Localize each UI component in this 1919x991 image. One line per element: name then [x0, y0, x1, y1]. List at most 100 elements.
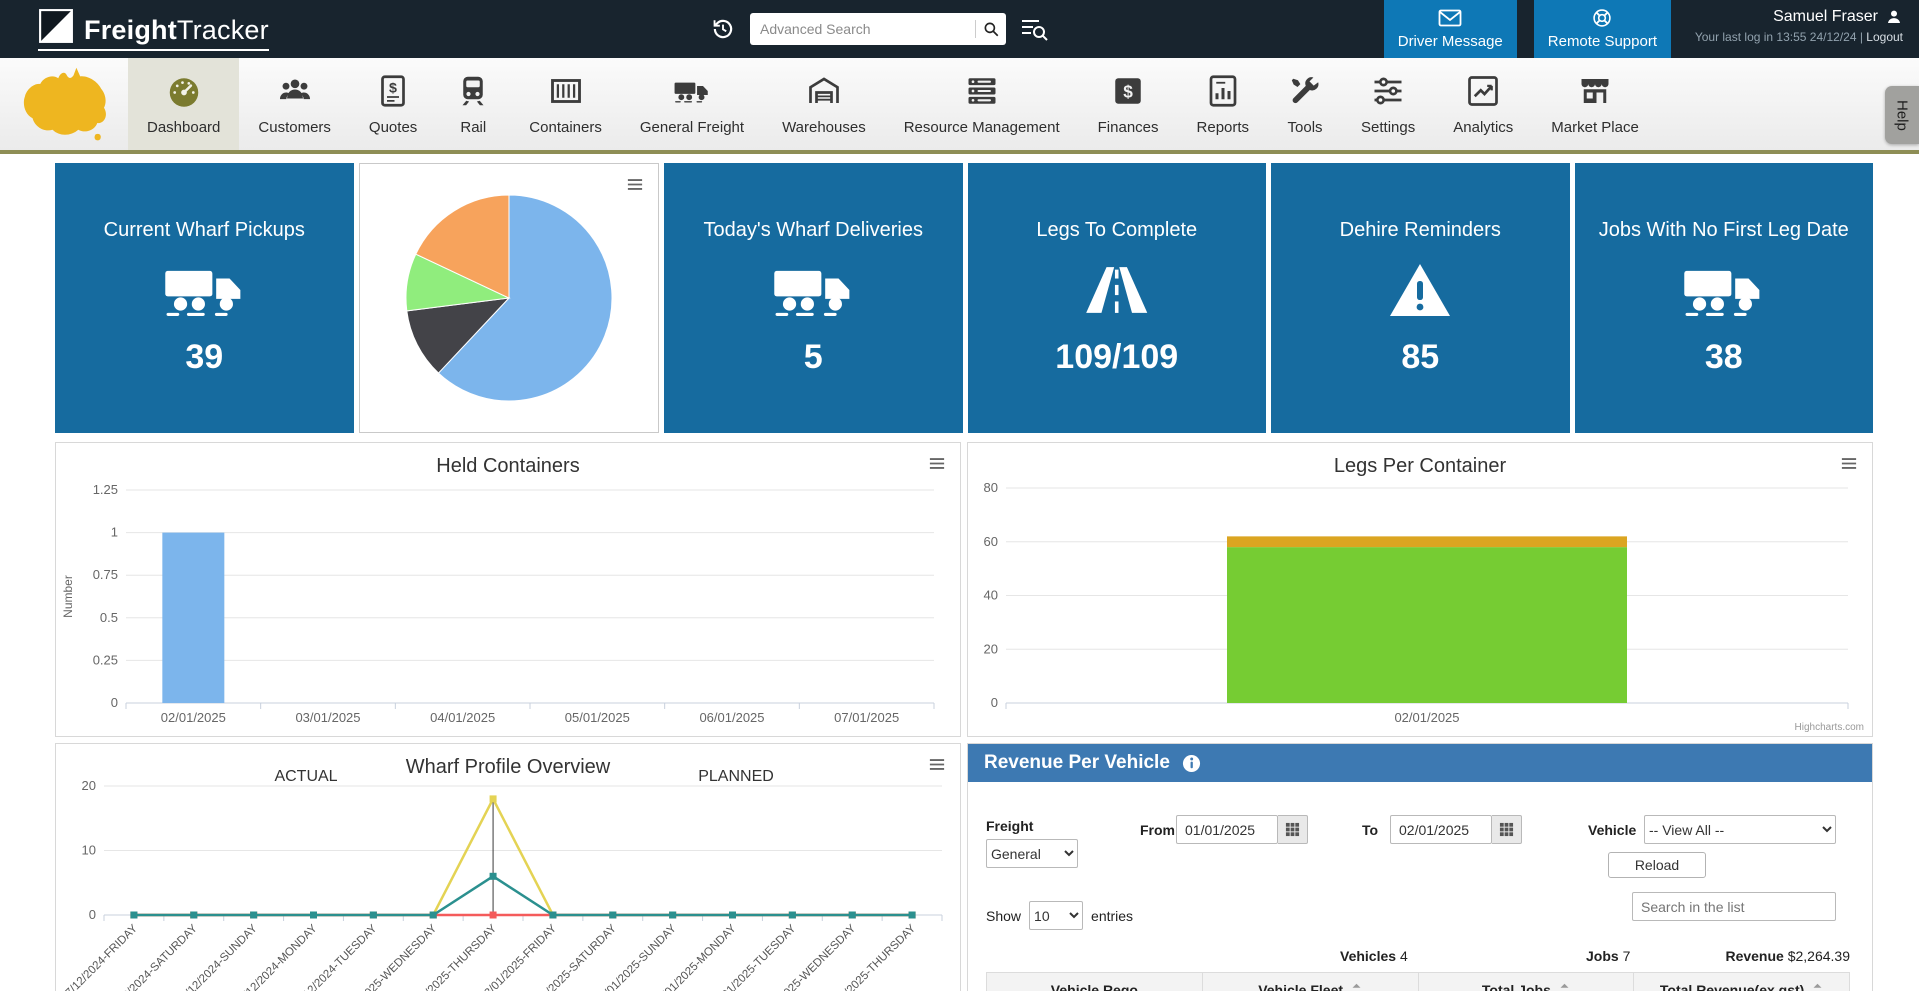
- svg-text:Highcharts.com: Highcharts.com: [1795, 722, 1864, 733]
- kpi-todays-wharf-deliveries[interactable]: Today's Wharf Deliveries 5: [664, 163, 963, 433]
- finances-dollar-icon: $: [1110, 72, 1146, 110]
- menu-icon: [929, 458, 945, 469]
- to-date-input[interactable]: [1390, 815, 1492, 844]
- svg-text:20: 20: [984, 641, 998, 656]
- last-login: Your last log in 13:55 24/12/24 | Logout: [1694, 30, 1903, 44]
- kpi-label: Today's Wharf Deliveries: [703, 219, 923, 241]
- chart-title: Wharf Profile Overview: [405, 756, 611, 778]
- kpi-row: Current Wharf Pickups 39 Today's Wharf D…: [55, 163, 1873, 433]
- reload-button[interactable]: Reload: [1608, 852, 1706, 878]
- nav-item-containers[interactable]: Containers: [510, 58, 621, 150]
- jobs-summary: Jobs 7: [1586, 948, 1631, 964]
- nav-item-reports[interactable]: Reports: [1178, 58, 1269, 150]
- svg-text:0: 0: [89, 907, 96, 922]
- from-date-input[interactable]: [1176, 815, 1278, 844]
- help-tab[interactable]: Help: [1885, 86, 1919, 144]
- svg-text:$: $: [389, 81, 397, 97]
- nav-item-dashboard[interactable]: Dashboard: [128, 58, 240, 150]
- logout-link[interactable]: Logout: [1866, 30, 1903, 44]
- nav-item-resource-management[interactable]: Resource Management: [885, 58, 1079, 150]
- legs-per-container-panel: Legs Per Container 0 20 40 60 80 02/01/2025 Hi…: [967, 442, 1873, 737]
- revenue-panel-body: Freight General From To Vehicle -- View …: [968, 782, 1872, 991]
- menu-icon: [1841, 458, 1857, 469]
- user-menu[interactable]: Samuel Fraser: [1695, 8, 1903, 26]
- entries-label: entries: [1091, 907, 1134, 924]
- svg-text:02/01/2025: 02/01/2025: [161, 710, 226, 725]
- table-header-vehicle-fleet[interactable]: Vehicle Fleet: [1201, 973, 1419, 991]
- svg-text:05/01/2025: 05/01/2025: [565, 710, 630, 725]
- truck-icon: [1683, 262, 1764, 318]
- nav-item-label: Quotes: [368, 119, 418, 136]
- nav-item-quotes[interactable]: $ Quotes: [350, 58, 436, 150]
- history-icon[interactable]: [710, 16, 736, 42]
- nav-item-finances[interactable]: $ Finances: [1079, 58, 1178, 150]
- brand-logo[interactable]: FreightTracker: [38, 8, 269, 51]
- driver-message-button[interactable]: Driver Message: [1383, 0, 1517, 58]
- settings-sliders-icon: [1370, 72, 1406, 110]
- calendar-icon[interactable]: [1278, 815, 1308, 844]
- nav-item-label: Containers: [529, 119, 602, 136]
- calendar-icon[interactable]: [1492, 815, 1522, 844]
- list-search-input[interactable]: [1632, 892, 1836, 921]
- kpi-label: Dehire Reminders: [1339, 219, 1501, 241]
- nav-item-label: Dashboard: [147, 119, 221, 136]
- kpi-legs-to-complete[interactable]: Legs To Complete 109/109: [967, 163, 1266, 433]
- nav-item-settings[interactable]: Settings: [1342, 58, 1434, 150]
- kpi-dehire-reminders[interactable]: Dehire Reminders 85: [1271, 163, 1570, 433]
- to-label: To: [1362, 822, 1379, 838]
- svg-text:0: 0: [111, 695, 118, 710]
- topbar-actions: Driver Message Remote Support: [1383, 0, 1671, 58]
- nav-item-general-freight[interactable]: General Freight: [621, 58, 763, 150]
- tools-icon: [1287, 72, 1323, 110]
- entries-select[interactable]: 10: [1029, 901, 1084, 930]
- kpi-jobs-no-first-leg-date[interactable]: Jobs With No First Leg Date 38: [1574, 163, 1873, 433]
- nav-item-label: Customers: [258, 119, 331, 136]
- vehicle-label: Vehicle: [1588, 822, 1637, 838]
- nav-item-label: Tools: [1287, 119, 1323, 136]
- svg-text:27/12/2024-FRIDAY: 27/12/2024-FRIDAY: [59, 922, 140, 991]
- search-icon[interactable]: [975, 20, 1000, 38]
- quotes-document-icon: $: [375, 72, 411, 110]
- chart-context-menu-button[interactable]: [927, 756, 947, 773]
- kpi-value: 39: [185, 338, 224, 376]
- advanced-search-input[interactable]: [760, 21, 975, 37]
- table-header-total-revenue-ex-gst-[interactable]: Total Revenue(ex gst): [1633, 973, 1850, 991]
- svg-text:28/12/2024-SATURDAY: 28/12/2024-SATURDAY: [105, 922, 200, 991]
- svg-text:$: $: [1123, 82, 1133, 102]
- table-header-vehicle-rego[interactable]: Vehicle Rego: [986, 973, 1203, 991]
- freight-select[interactable]: General: [986, 839, 1078, 868]
- svg-text:80: 80: [984, 480, 998, 495]
- svg-text:0: 0: [991, 695, 998, 710]
- chart-context-menu-button[interactable]: [927, 455, 947, 472]
- legs-per-container-chart: 0 20 40 60 80 02/01/2025 Highcharts.com: [968, 477, 1872, 736]
- kpi-value: 5: [803, 338, 823, 376]
- actual-axis-label: ACTUAL: [274, 768, 338, 785]
- svg-text:1.25: 1.25: [93, 482, 118, 497]
- user-name: Samuel Fraser: [1773, 8, 1878, 25]
- nav-item-customers[interactable]: Customers: [239, 58, 350, 150]
- kpi-value: 85: [1401, 338, 1440, 376]
- table-header-total-jobs[interactable]: Total Jobs: [1417, 973, 1635, 991]
- nav-item-label: Resource Management: [903, 119, 1060, 136]
- nav-item-market-place[interactable]: Market Place: [1532, 58, 1658, 150]
- kpi-current-wharf-pickups[interactable]: Current Wharf Pickups 39: [55, 163, 354, 433]
- remote-support-button[interactable]: Remote Support: [1533, 0, 1671, 58]
- nav-item-label: General Freight: [639, 119, 745, 136]
- nav-item-tools[interactable]: Tools: [1268, 58, 1342, 150]
- truck-icon: [773, 262, 854, 318]
- sort-icon: [1812, 983, 1823, 991]
- sort-icon: [1351, 983, 1362, 991]
- held-containers-panel: Held Containers 0 0.25 0.5 0.75 1 1.25 02/01/2…: [55, 442, 961, 737]
- chart-context-menu-button[interactable]: [1839, 455, 1859, 472]
- reports-icon: [1205, 72, 1241, 110]
- nav-item-label: Market Place: [1551, 119, 1639, 136]
- nav-item-warehouses[interactable]: Warehouses: [763, 58, 885, 150]
- nav-item-rail[interactable]: Rail: [436, 58, 510, 150]
- info-icon[interactable]: [1182, 754, 1201, 773]
- filter-search-icon[interactable]: [1020, 16, 1048, 42]
- vehicle-select[interactable]: -- View All --: [1644, 815, 1836, 844]
- nav-item-analytics[interactable]: Analytics: [1434, 58, 1532, 150]
- chart-context-menu-button[interactable]: [625, 176, 645, 193]
- planned-axis-label: PLANNED: [698, 768, 774, 785]
